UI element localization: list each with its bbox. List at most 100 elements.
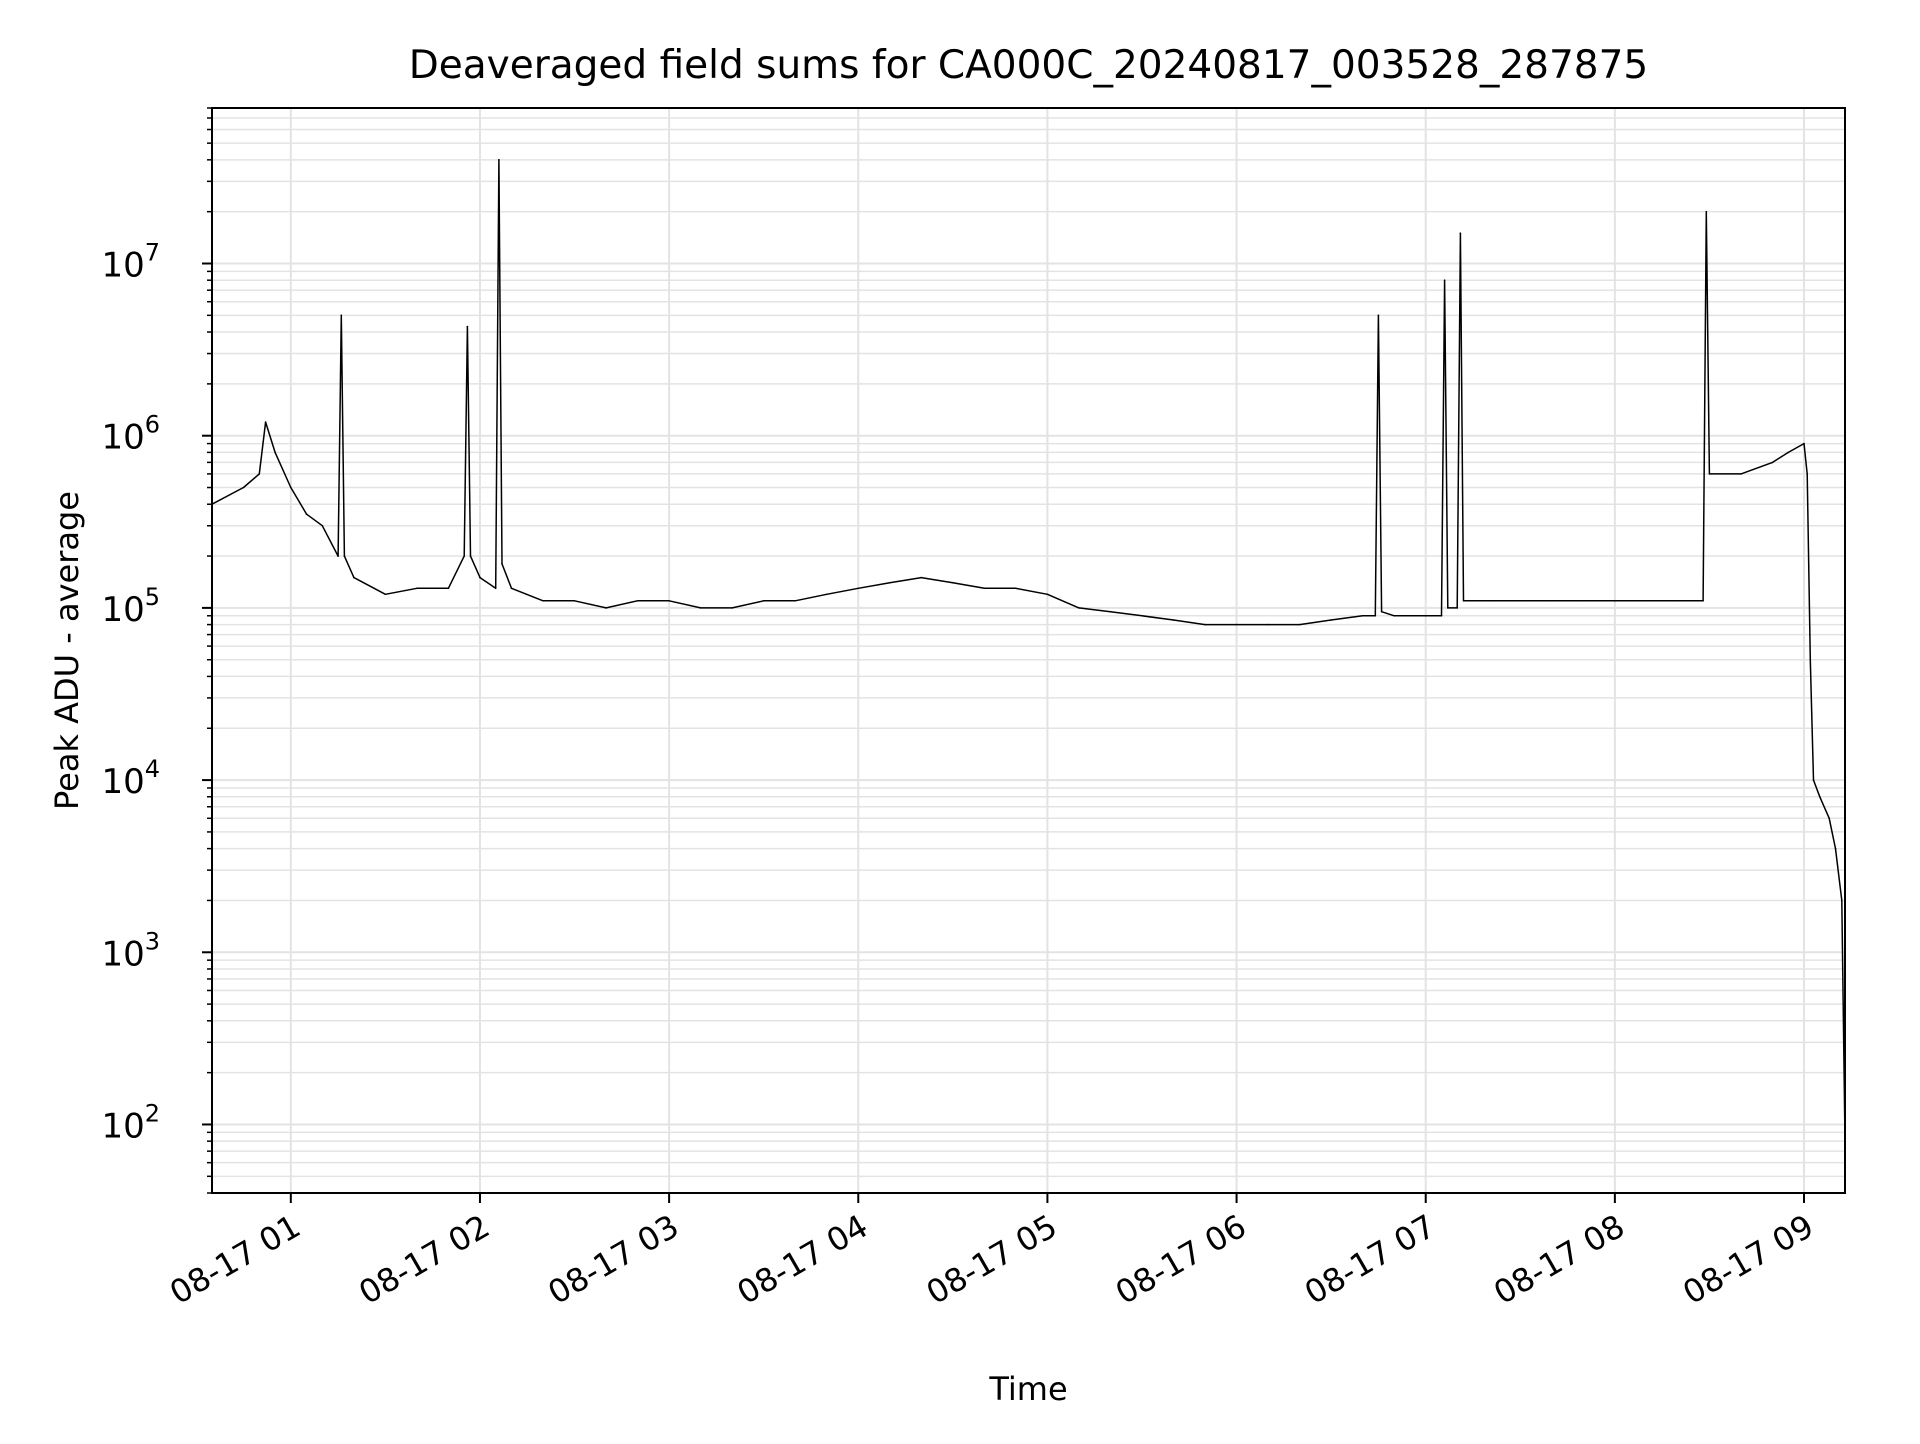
y-tick-base: 10 (101, 418, 144, 458)
y-tick-exponent: 5 (145, 583, 160, 611)
data-point (494, 587, 497, 590)
data-point (290, 486, 292, 489)
data-point (353, 576, 355, 579)
data-point (305, 513, 308, 515)
data-point (1614, 600, 1616, 602)
data-point (1141, 615, 1143, 617)
y-tick-label: 107 (101, 239, 160, 286)
data-point (466, 325, 469, 328)
data-point (1235, 623, 1238, 626)
data-point (1440, 615, 1443, 617)
data-point (1267, 623, 1269, 626)
data-point (731, 607, 733, 609)
major-gridlines (212, 108, 1845, 1193)
y-tick-base: 10 (101, 934, 144, 974)
data-point (920, 576, 923, 579)
series-line (211, 159, 1846, 1142)
data-point (1834, 847, 1837, 850)
y-tick-exponent: 4 (145, 755, 160, 783)
y-tick-base: 10 (101, 590, 144, 630)
data-point (1393, 615, 1395, 617)
data-point (794, 600, 796, 602)
data-point (1462, 600, 1465, 602)
data-point (1488, 600, 1490, 602)
data-point (258, 473, 261, 475)
data-point (384, 593, 387, 596)
data-point (1374, 615, 1377, 617)
data-point (1771, 461, 1774, 464)
y-tick-label: 102 (101, 1099, 160, 1146)
data-point (636, 600, 639, 602)
data-point (1172, 619, 1175, 621)
data-point (343, 555, 346, 557)
data-point (340, 314, 343, 317)
data-point (242, 486, 245, 489)
y-tick-label: 103 (101, 927, 160, 974)
data-point (1447, 607, 1449, 609)
data-point (1361, 615, 1364, 617)
data-point (1443, 279, 1446, 282)
data-point (573, 600, 576, 602)
data-point (1015, 587, 1017, 590)
y-tick-exponent: 7 (145, 239, 160, 267)
data-point (699, 607, 702, 609)
y-tick-base: 10 (101, 762, 144, 802)
data-point (952, 581, 954, 584)
data-point (1841, 899, 1843, 902)
data-point (857, 587, 860, 590)
data-point (416, 587, 418, 590)
data-point (542, 600, 544, 602)
y-tick-label: 104 (101, 755, 160, 802)
data-point (1806, 473, 1808, 475)
data-point (1809, 658, 1812, 661)
data-point (1465, 600, 1468, 602)
chart-title: Deaveraged field sums for CA000C_2024081… (409, 43, 1649, 88)
data-point (1551, 600, 1553, 602)
data-point (337, 555, 339, 557)
data-point (1046, 593, 1049, 596)
data-point (1519, 600, 1522, 602)
data-point (1424, 615, 1427, 617)
data-point (1677, 600, 1679, 602)
data-point (1828, 817, 1830, 820)
data-point (889, 581, 891, 584)
data-point (1645, 600, 1648, 602)
data-point (983, 587, 986, 590)
y-tick-exponent: 2 (145, 1099, 160, 1127)
data-point (510, 587, 513, 590)
data-point (825, 593, 828, 596)
data-point (1380, 610, 1383, 613)
minor-gridlines (212, 107, 1845, 1194)
data-point (1812, 779, 1815, 781)
data-point (479, 576, 481, 579)
plot-frame (211, 107, 1846, 1194)
data-point (1078, 607, 1080, 609)
data-point (1819, 796, 1821, 798)
data-point (1204, 623, 1206, 626)
data-point (1702, 600, 1704, 602)
data-point (1803, 442, 1805, 445)
data-point (1740, 473, 1742, 475)
data-point (463, 555, 466, 557)
y-tick-base: 10 (101, 246, 144, 286)
data-point (501, 563, 503, 565)
y-tick-exponent: 3 (145, 927, 160, 955)
data-point (274, 451, 276, 454)
data-point (1582, 600, 1585, 602)
data-point (469, 555, 472, 557)
y-tick-base: 10 (101, 1106, 144, 1146)
y-axis-label: Peak ADU - average (48, 491, 86, 810)
data-point (1377, 314, 1380, 317)
data-point (498, 159, 500, 161)
data-point (1298, 623, 1301, 626)
data-point (447, 587, 450, 590)
y-tick-label: 105 (101, 583, 160, 630)
data-point (605, 607, 607, 609)
series-layer (211, 159, 1846, 1142)
data-point (1456, 607, 1458, 609)
y-tick-exponent: 6 (145, 411, 160, 439)
